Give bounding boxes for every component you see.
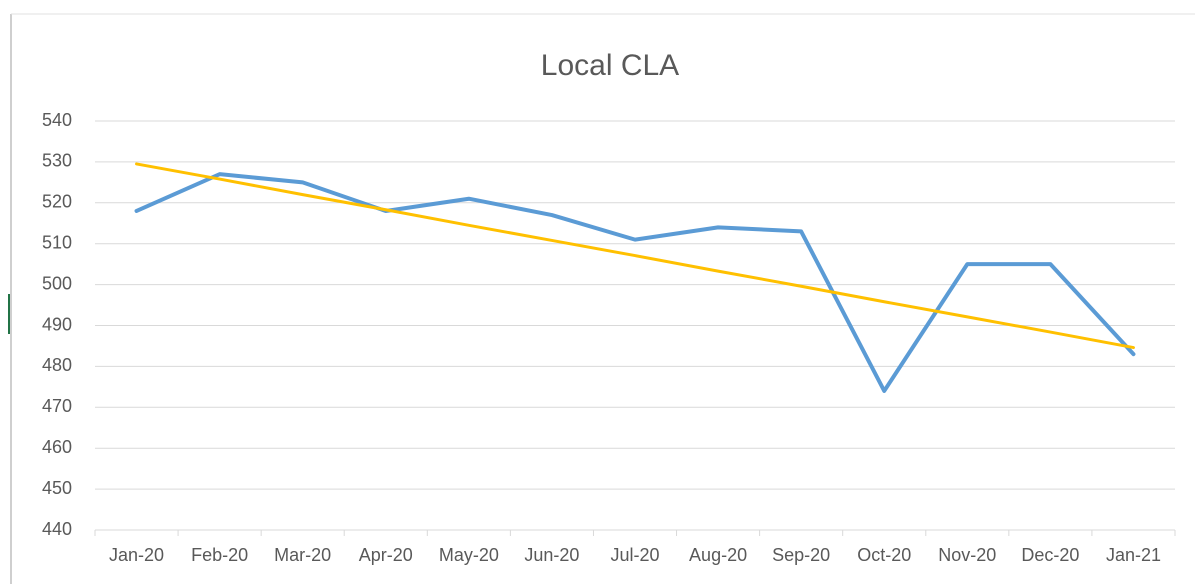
x-tick-label: Mar-20: [274, 545, 331, 565]
trend-line: [135, 162, 1135, 350]
x-tick-label: Nov-20: [938, 545, 996, 565]
y-tick-label: 510: [42, 232, 72, 252]
y-tick-label: 470: [42, 396, 72, 416]
y-tick-label: 500: [42, 273, 72, 293]
y-tick-label: 520: [42, 192, 72, 212]
y-tick-label: 440: [42, 519, 72, 539]
y-tick-label: 490: [42, 314, 72, 334]
data-line: [134, 172, 1136, 393]
x-tick-label: Sep-20: [772, 545, 830, 565]
y-tick-label: 480: [42, 355, 72, 375]
x-tick-label: Jan-21: [1106, 545, 1161, 565]
y-tick-label: 450: [42, 478, 72, 498]
x-tick-label: Jan-20: [109, 545, 164, 565]
x-tick-label: Aug-20: [689, 545, 747, 565]
y-tick-label: 530: [42, 151, 72, 171]
x-tick-label: Oct-20: [857, 545, 911, 565]
x-tick-label: Feb-20: [191, 545, 248, 565]
y-tick-label: 540: [42, 110, 72, 130]
x-tick-label: Apr-20: [359, 545, 413, 565]
chart-title: Local CLA: [541, 49, 679, 82]
y-tick-label: 460: [42, 437, 72, 457]
x-tick-label: Jun-20: [524, 545, 579, 565]
x-tick-label: Dec-20: [1021, 545, 1079, 565]
x-tick-label: Jul-20: [610, 545, 659, 565]
x-tick-label: May-20: [439, 545, 499, 565]
